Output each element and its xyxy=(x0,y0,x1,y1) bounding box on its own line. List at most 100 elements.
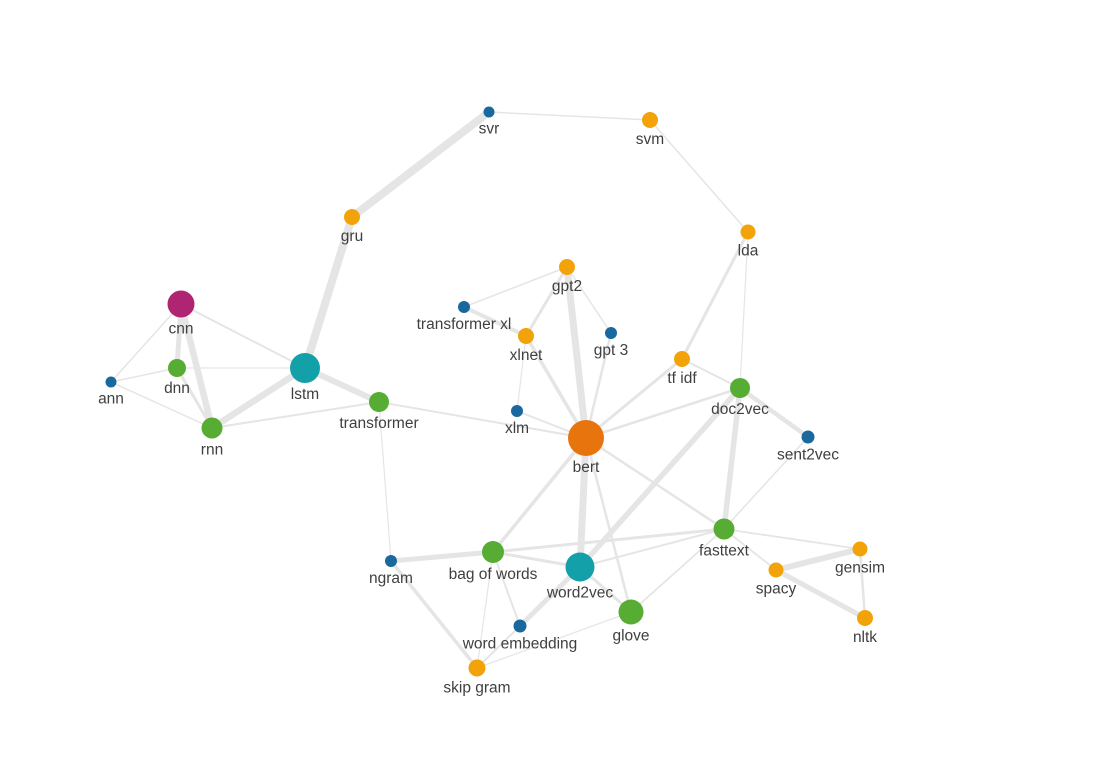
node-dnn[interactable] xyxy=(168,359,186,377)
node-label-svm: svm xyxy=(636,131,664,148)
node-label-bert: bert xyxy=(573,459,600,476)
node-label-xlnet: xlnet xyxy=(510,347,543,364)
edge-cnn-ann xyxy=(110,303,182,383)
edge-rnn-transformer xyxy=(211,401,380,429)
node-xlnet[interactable] xyxy=(518,328,534,344)
edge-gru-lstm xyxy=(301,213,356,372)
edge-fasttext-bag_of_words xyxy=(491,527,726,554)
node-cnn[interactable] xyxy=(167,290,195,318)
node-ngram[interactable] xyxy=(385,555,397,567)
node-label-lstm: lstm xyxy=(291,386,319,403)
node-label-skip_gram: skip gram xyxy=(443,680,510,697)
node-label-ann: ann xyxy=(98,391,124,408)
node-label-cnn: cnn xyxy=(169,321,194,338)
edge-doc2vec-word2vec xyxy=(577,385,743,570)
edge-gpt2-xlnet xyxy=(524,265,569,338)
edge-dnn-rnn xyxy=(175,366,214,430)
node-label-svr: svr xyxy=(479,121,500,138)
node-label-lda: lda xyxy=(738,243,759,260)
node-label-xlm: xlm xyxy=(505,420,529,437)
node-label-gru: gru xyxy=(341,228,363,245)
edge-tf_idf-doc2vec xyxy=(681,358,741,389)
node-label-fasttext: fasttext xyxy=(699,543,750,560)
edge-fasttext-word2vec xyxy=(579,528,725,568)
node-label-transformer_xl: transformer xl xyxy=(417,316,512,333)
node-skip_gram[interactable] xyxy=(468,659,486,677)
node-lda[interactable] xyxy=(740,224,756,240)
node-svr[interactable] xyxy=(483,106,495,118)
edge-bag_of_words-word2vec xyxy=(491,550,582,569)
node-bag_of_words[interactable] xyxy=(482,541,504,563)
edge-lda-tf_idf xyxy=(680,230,750,361)
edge-svm-lda xyxy=(649,119,749,233)
edge-bag_of_words-word_embedding xyxy=(492,551,521,627)
node-label-gensim: gensim xyxy=(835,560,885,577)
node-svm[interactable] xyxy=(642,112,658,128)
edge-bert-glove xyxy=(584,436,633,614)
edge-spacy-nltk xyxy=(773,567,868,621)
edge-ngram-bag_of_words xyxy=(388,549,496,564)
node-rnn[interactable] xyxy=(201,417,223,439)
edge-ann-rnn xyxy=(110,381,213,429)
node-fasttext[interactable] xyxy=(713,518,735,540)
node-gru[interactable] xyxy=(344,209,360,225)
node-word_embedding[interactable] xyxy=(513,619,527,633)
edge-fasttext-gensim xyxy=(723,528,861,550)
edge-rnn-lstm xyxy=(208,364,309,432)
edge-cnn-rnn xyxy=(177,300,216,432)
edge-transformer-ngram xyxy=(378,401,392,562)
edge-lda-doc2vec xyxy=(739,231,749,389)
edge-svr-svm xyxy=(488,111,651,121)
node-gpt_3[interactable] xyxy=(605,327,617,339)
edge-ngram-skip_gram xyxy=(389,559,479,670)
edge-fasttext-spacy xyxy=(723,528,777,571)
node-doc2vec[interactable] xyxy=(730,378,750,398)
node-label-doc2vec: doc2vec xyxy=(711,401,769,418)
node-xlm[interactable] xyxy=(511,405,523,417)
node-tf_idf[interactable] xyxy=(674,351,690,367)
node-word2vec[interactable] xyxy=(565,552,595,582)
edge-bag_of_words-skip_gram xyxy=(476,551,494,669)
node-label-sent2vec: sent2vec xyxy=(777,447,839,464)
edge-ann-dnn xyxy=(110,367,178,383)
edge-spacy-gensim xyxy=(773,546,863,573)
edge-sent2vec-fasttext xyxy=(723,436,809,530)
node-label-word2vec: word2vec xyxy=(546,585,614,602)
node-label-glove: glove xyxy=(612,628,649,645)
node-label-spacy: spacy xyxy=(756,581,797,598)
node-label-gpt2: gpt2 xyxy=(552,278,582,295)
edge-doc2vec-sent2vec xyxy=(737,385,811,440)
node-sent2vec[interactable] xyxy=(801,430,815,444)
edge-xlnet-bert xyxy=(524,334,588,440)
node-label-tf_idf: tf idf xyxy=(667,370,697,387)
edge-fasttext-glove xyxy=(630,528,725,613)
node-bert[interactable] xyxy=(568,420,604,456)
node-transformer[interactable] xyxy=(369,392,389,412)
edge-cnn-lstm xyxy=(180,303,306,369)
node-ann[interactable] xyxy=(105,376,117,388)
node-spacy[interactable] xyxy=(768,562,784,578)
node-transformer_xl[interactable] xyxy=(458,301,470,313)
edge-word_embedding-skip_gram xyxy=(476,625,521,669)
node-gensim[interactable] xyxy=(852,541,868,557)
edge-transformer-bert xyxy=(378,401,587,439)
node-label-gpt_3: gpt 3 xyxy=(594,342,628,359)
edge-bert-doc2vec xyxy=(584,386,742,440)
edge-skip_gram-glove xyxy=(476,611,632,669)
node-label-ngram: ngram xyxy=(369,570,413,587)
edge-svr-gru xyxy=(348,108,493,221)
edge-xlnet-xlm xyxy=(516,335,527,412)
node-gpt2[interactable] xyxy=(559,259,575,275)
node-glove[interactable] xyxy=(618,599,644,625)
node-nltk[interactable] xyxy=(857,610,873,626)
edge-gensim-nltk xyxy=(858,547,867,620)
edge-bert-bag_of_words xyxy=(491,436,588,554)
node-lstm[interactable] xyxy=(290,353,320,383)
node-label-nltk: nltk xyxy=(853,629,877,646)
edge-gpt2-transformer_xl xyxy=(463,266,568,308)
node-label-word_embedding: word embedding xyxy=(462,636,578,653)
labels-layer: svr svm gru lda gpt2 cnn transformer xl xlnet gp… xyxy=(98,121,885,697)
edge-transformer_xl-xlnet xyxy=(462,305,528,338)
